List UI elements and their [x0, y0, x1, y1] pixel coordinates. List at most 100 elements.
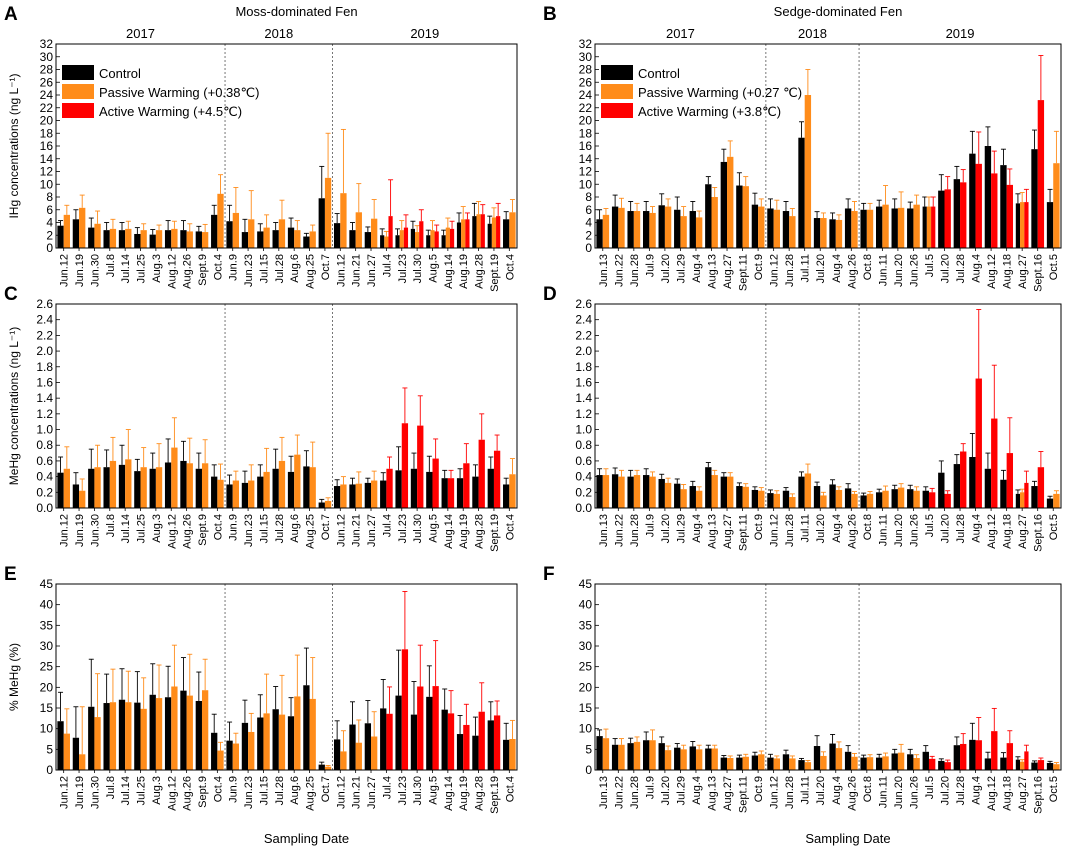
bar — [782, 211, 790, 248]
x-tick-label: Aug.6 — [289, 776, 301, 805]
bar — [333, 223, 341, 248]
bar — [287, 227, 295, 248]
bar — [426, 696, 433, 770]
bar — [109, 702, 117, 770]
y-tick-label: 1.8 — [36, 360, 53, 374]
x-tick-label: Jun.22 — [613, 254, 625, 287]
bar — [164, 462, 172, 508]
bar — [472, 735, 479, 770]
bar — [1015, 759, 1021, 770]
bar — [109, 228, 117, 248]
x-tick-label: Oct.7 — [320, 776, 332, 802]
bar — [324, 177, 332, 248]
bar — [232, 212, 240, 248]
bar — [1053, 163, 1060, 248]
bar — [134, 233, 141, 248]
panel-d: D 0.0 0.20.4 0.6 0.81.0 1.2 1.4 1.61.8 2.0 2.22.4… — [543, 284, 1062, 552]
bar — [596, 736, 603, 770]
x-tick-label: Jul.14 — [120, 776, 132, 805]
x-tick-label: Jun.27 — [366, 776, 378, 809]
bar — [478, 711, 485, 770]
x-tick-label: Aug.25 — [305, 514, 317, 549]
x-tick-label: Aug.19 — [458, 776, 470, 811]
bar — [103, 703, 110, 770]
bar — [278, 460, 286, 508]
bar — [211, 732, 218, 770]
y-tick-label: 12 — [40, 165, 54, 179]
x-tick-label: Jun.26 — [908, 514, 920, 547]
x-tick-label: Jun.30 — [89, 254, 101, 287]
y-tick-label: 22 — [579, 101, 593, 115]
bar — [333, 739, 341, 770]
year-label: 2019 — [946, 26, 975, 41]
x-tick-label: Jul.20 — [815, 776, 827, 805]
bar — [399, 230, 404, 248]
bar — [241, 482, 249, 508]
y-tick-label: 1.4 — [36, 391, 53, 405]
bar — [79, 754, 86, 770]
x-tick-label: Jul.8 — [105, 776, 117, 799]
x-tick-label: Oct.8 — [862, 514, 874, 540]
x-tick-label: Jun.28 — [784, 776, 796, 809]
x-tick-label: Aug.14 — [443, 776, 455, 811]
x-tick-label: Jun.19 — [74, 776, 86, 809]
x-tick-label: Jul.29 — [675, 514, 687, 543]
bar — [386, 713, 393, 770]
bar — [820, 495, 827, 508]
bar — [217, 193, 224, 248]
x-tick-label: Jul.20 — [940, 514, 952, 543]
y-tick-label: 5 — [46, 742, 53, 756]
bar — [493, 715, 501, 770]
bar — [866, 493, 874, 508]
x-tick-label: Jul.20 — [660, 254, 672, 283]
y-tick-label: 14 — [40, 152, 54, 166]
bar — [674, 747, 681, 770]
x-tick-label: Jun.22 — [613, 776, 625, 809]
bar — [944, 493, 951, 508]
bar — [851, 211, 858, 248]
bar — [705, 184, 712, 248]
bar — [272, 468, 279, 508]
x-tick-label: Jul.28 — [955, 254, 967, 283]
bar — [991, 173, 998, 248]
x-tick-label: Jun.26 — [908, 254, 920, 287]
x-tick-label: Aug.12 — [986, 776, 998, 811]
bar — [149, 234, 156, 248]
x-axis-label: Sampling Date — [264, 831, 349, 846]
x-tick-label: Aug.4 — [831, 776, 843, 805]
bar — [272, 230, 279, 248]
bar — [186, 463, 193, 508]
bar — [907, 754, 914, 770]
x-tick-label: Jul.29 — [675, 776, 687, 805]
x-tick-label: Aug.26 — [182, 514, 194, 549]
bar — [472, 216, 477, 248]
bar — [371, 480, 378, 508]
y-tick-label: 35 — [40, 618, 54, 632]
bar — [711, 197, 718, 248]
bar — [303, 685, 310, 770]
bar — [804, 473, 812, 508]
y-tick-label: 40 — [40, 598, 54, 612]
bar — [689, 211, 696, 248]
bar — [164, 230, 172, 248]
bar — [844, 208, 852, 248]
bar — [118, 230, 126, 248]
panel-title: Sedge-dominated Fen — [774, 4, 903, 19]
bar — [309, 231, 316, 248]
bar — [596, 219, 603, 248]
y-tick-label: 15 — [40, 701, 54, 715]
y-tick-label: 1.6 — [575, 375, 592, 389]
x-tick-label: Sept.19 — [489, 254, 501, 292]
bar — [1037, 760, 1045, 770]
bar — [804, 762, 812, 770]
x-tick-label: Aug.19 — [458, 254, 470, 289]
x-tick-label: Aug.26 — [846, 514, 858, 549]
bar — [103, 467, 110, 508]
x-tick-label: Oct.4 — [212, 776, 224, 802]
bar — [804, 95, 812, 248]
legend-swatch — [62, 103, 94, 118]
bar — [79, 490, 86, 508]
legend-swatch — [62, 84, 94, 99]
x-tick-label: Jul.5 — [924, 776, 936, 799]
bar — [211, 214, 218, 248]
